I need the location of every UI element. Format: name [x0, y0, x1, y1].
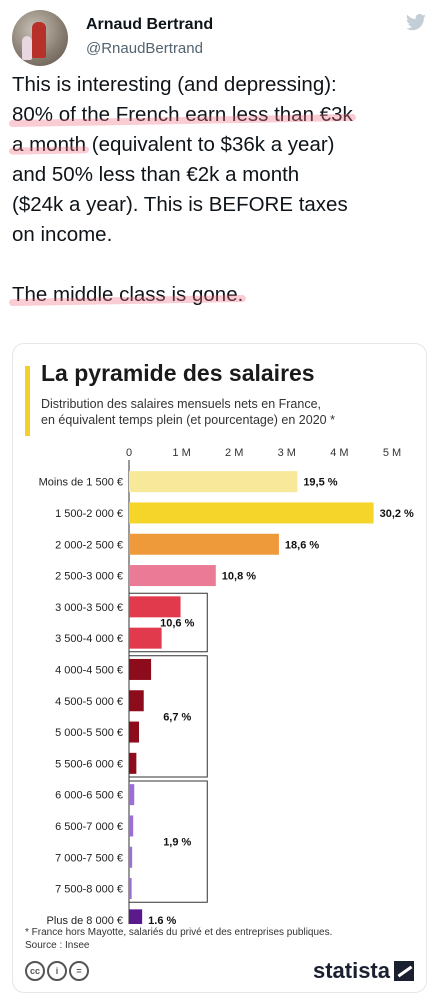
bar: [129, 658, 152, 680]
x-tick-label: 4 M: [330, 447, 348, 459]
bar: [129, 878, 132, 900]
data-label: 18,6 %: [285, 539, 319, 551]
bar: [129, 752, 137, 774]
avatar[interactable]: [12, 10, 68, 66]
bar: [129, 471, 298, 493]
group-data-label: 10,6 %: [160, 618, 194, 630]
bar: [129, 533, 279, 555]
statista-mark-icon: [394, 961, 414, 981]
bar: [129, 909, 143, 924]
category-label: 3 500-4 000 €: [55, 633, 123, 645]
twitter-bird-icon: [406, 14, 426, 31]
category-label: 7 500-8 000 €: [55, 884, 123, 896]
highlight-a-month: a month: [12, 133, 87, 156]
tweet-line-2: 80% of the French earn less than €3k: [12, 100, 432, 130]
highlight-middle-class: The middle class is gone.: [12, 283, 244, 306]
x-tick-label: 2 M: [225, 447, 243, 459]
chart-subtitle-line-1: Distribution des salaires mensuels nets …: [41, 397, 321, 411]
tweet-header: Arnaud Bertrand @RnaudBertrand: [12, 8, 427, 68]
group-bracket: [129, 780, 208, 903]
bar: [129, 565, 216, 587]
bar: [129, 784, 135, 806]
bar: [129, 846, 133, 868]
category-label: Plus de 8 000 €: [47, 915, 123, 924]
bar: [129, 690, 144, 712]
author-handle[interactable]: @RnaudBertrand: [86, 40, 203, 57]
chart-subtitle: Distribution des salaires mensuels nets …: [41, 396, 411, 428]
chart-subtitle-line-2: en équivalent temps plein (et pourcentag…: [41, 413, 335, 427]
x-tick-label: 3 M: [278, 447, 296, 459]
group-bracket: [129, 655, 208, 778]
x-tick-label: 1 M: [172, 447, 190, 459]
bar: [129, 627, 162, 649]
tweet-line-4: and 50% less than €2k a month: [12, 163, 300, 186]
attribution-icon: i: [47, 961, 67, 981]
category-label: 4 500-5 000 €: [55, 696, 123, 708]
tweet-line-5: ($24k a year). This is BEFORE taxes: [12, 193, 348, 216]
data-label: 1,6 %: [148, 915, 176, 924]
tweet-line-1: This is interesting (and depressing):: [12, 73, 337, 96]
data-label: 30,2 %: [380, 508, 414, 520]
tweet-line-3-rest: (equivalent to $36k a year): [86, 133, 335, 156]
license-icons: cc i =: [25, 961, 89, 981]
footnote-text: * France hors Mayotte, salariés du privé…: [25, 927, 333, 938]
statista-chart-card[interactable]: La pyramide des salaires Distribution de…: [12, 343, 427, 993]
source-text: Source : Insee: [25, 940, 90, 951]
bar: [129, 815, 134, 837]
category-label: 6 000-6 500 €: [55, 790, 123, 802]
category-label: 1 500-2 000 €: [55, 508, 123, 520]
category-label: 2 500-3 000 €: [55, 571, 123, 583]
bar: [129, 596, 181, 618]
chart-title: La pyramide des salaires: [41, 360, 315, 386]
category-label: 3 000-3 500 €: [55, 602, 123, 614]
category-label: 5 500-6 000 €: [55, 758, 123, 770]
salary-bar-chart: 0 1 M 2 M 3 M 4 M 5 M Moins de 1 500 € 1 500-2 …: [39, 447, 414, 924]
tweet-body: This is interesting (and depressing): 80…: [12, 70, 432, 310]
x-tick-label: 5 M: [383, 447, 401, 459]
category-label: 2 000-2 500 €: [55, 539, 123, 551]
chart-footnote: * France hors Mayotte, salariés du privé…: [25, 926, 420, 952]
brand-name: statista: [312, 958, 390, 983]
group-data-label: 6,7 %: [163, 711, 191, 723]
author-name[interactable]: Arnaud Bertrand: [86, 16, 214, 33]
group-data-label: 1,9 %: [163, 837, 191, 849]
category-label: 7 000-7 500 €: [55, 852, 123, 864]
category-label: 6 500-7 000 €: [55, 821, 123, 833]
tweet-line-3: a month (equivalent to $36k a year): [12, 130, 432, 160]
statista-logo[interactable]: statista: [313, 958, 414, 984]
data-label: 10,8 %: [222, 571, 256, 583]
bar: [129, 721, 139, 743]
cc-icon: cc: [25, 961, 45, 981]
group-bracket: [129, 592, 208, 653]
x-tick-label: 0: [126, 447, 132, 459]
category-label: 5 000-5 500 €: [55, 727, 123, 739]
highlight-80-percent: 80% of the French earn less than €3k: [12, 103, 353, 126]
tweet-closing-line: The middle class is gone.: [12, 280, 432, 310]
category-label: 4 000-4 500 €: [55, 664, 123, 676]
tweet-line-6: on income.: [12, 223, 113, 246]
no-derivatives-icon: =: [69, 961, 89, 981]
category-label: Moins de 1 500 €: [39, 477, 123, 489]
data-label: 19,5 %: [303, 477, 337, 489]
title-accent-bar: [25, 366, 30, 436]
bar: [129, 502, 374, 524]
